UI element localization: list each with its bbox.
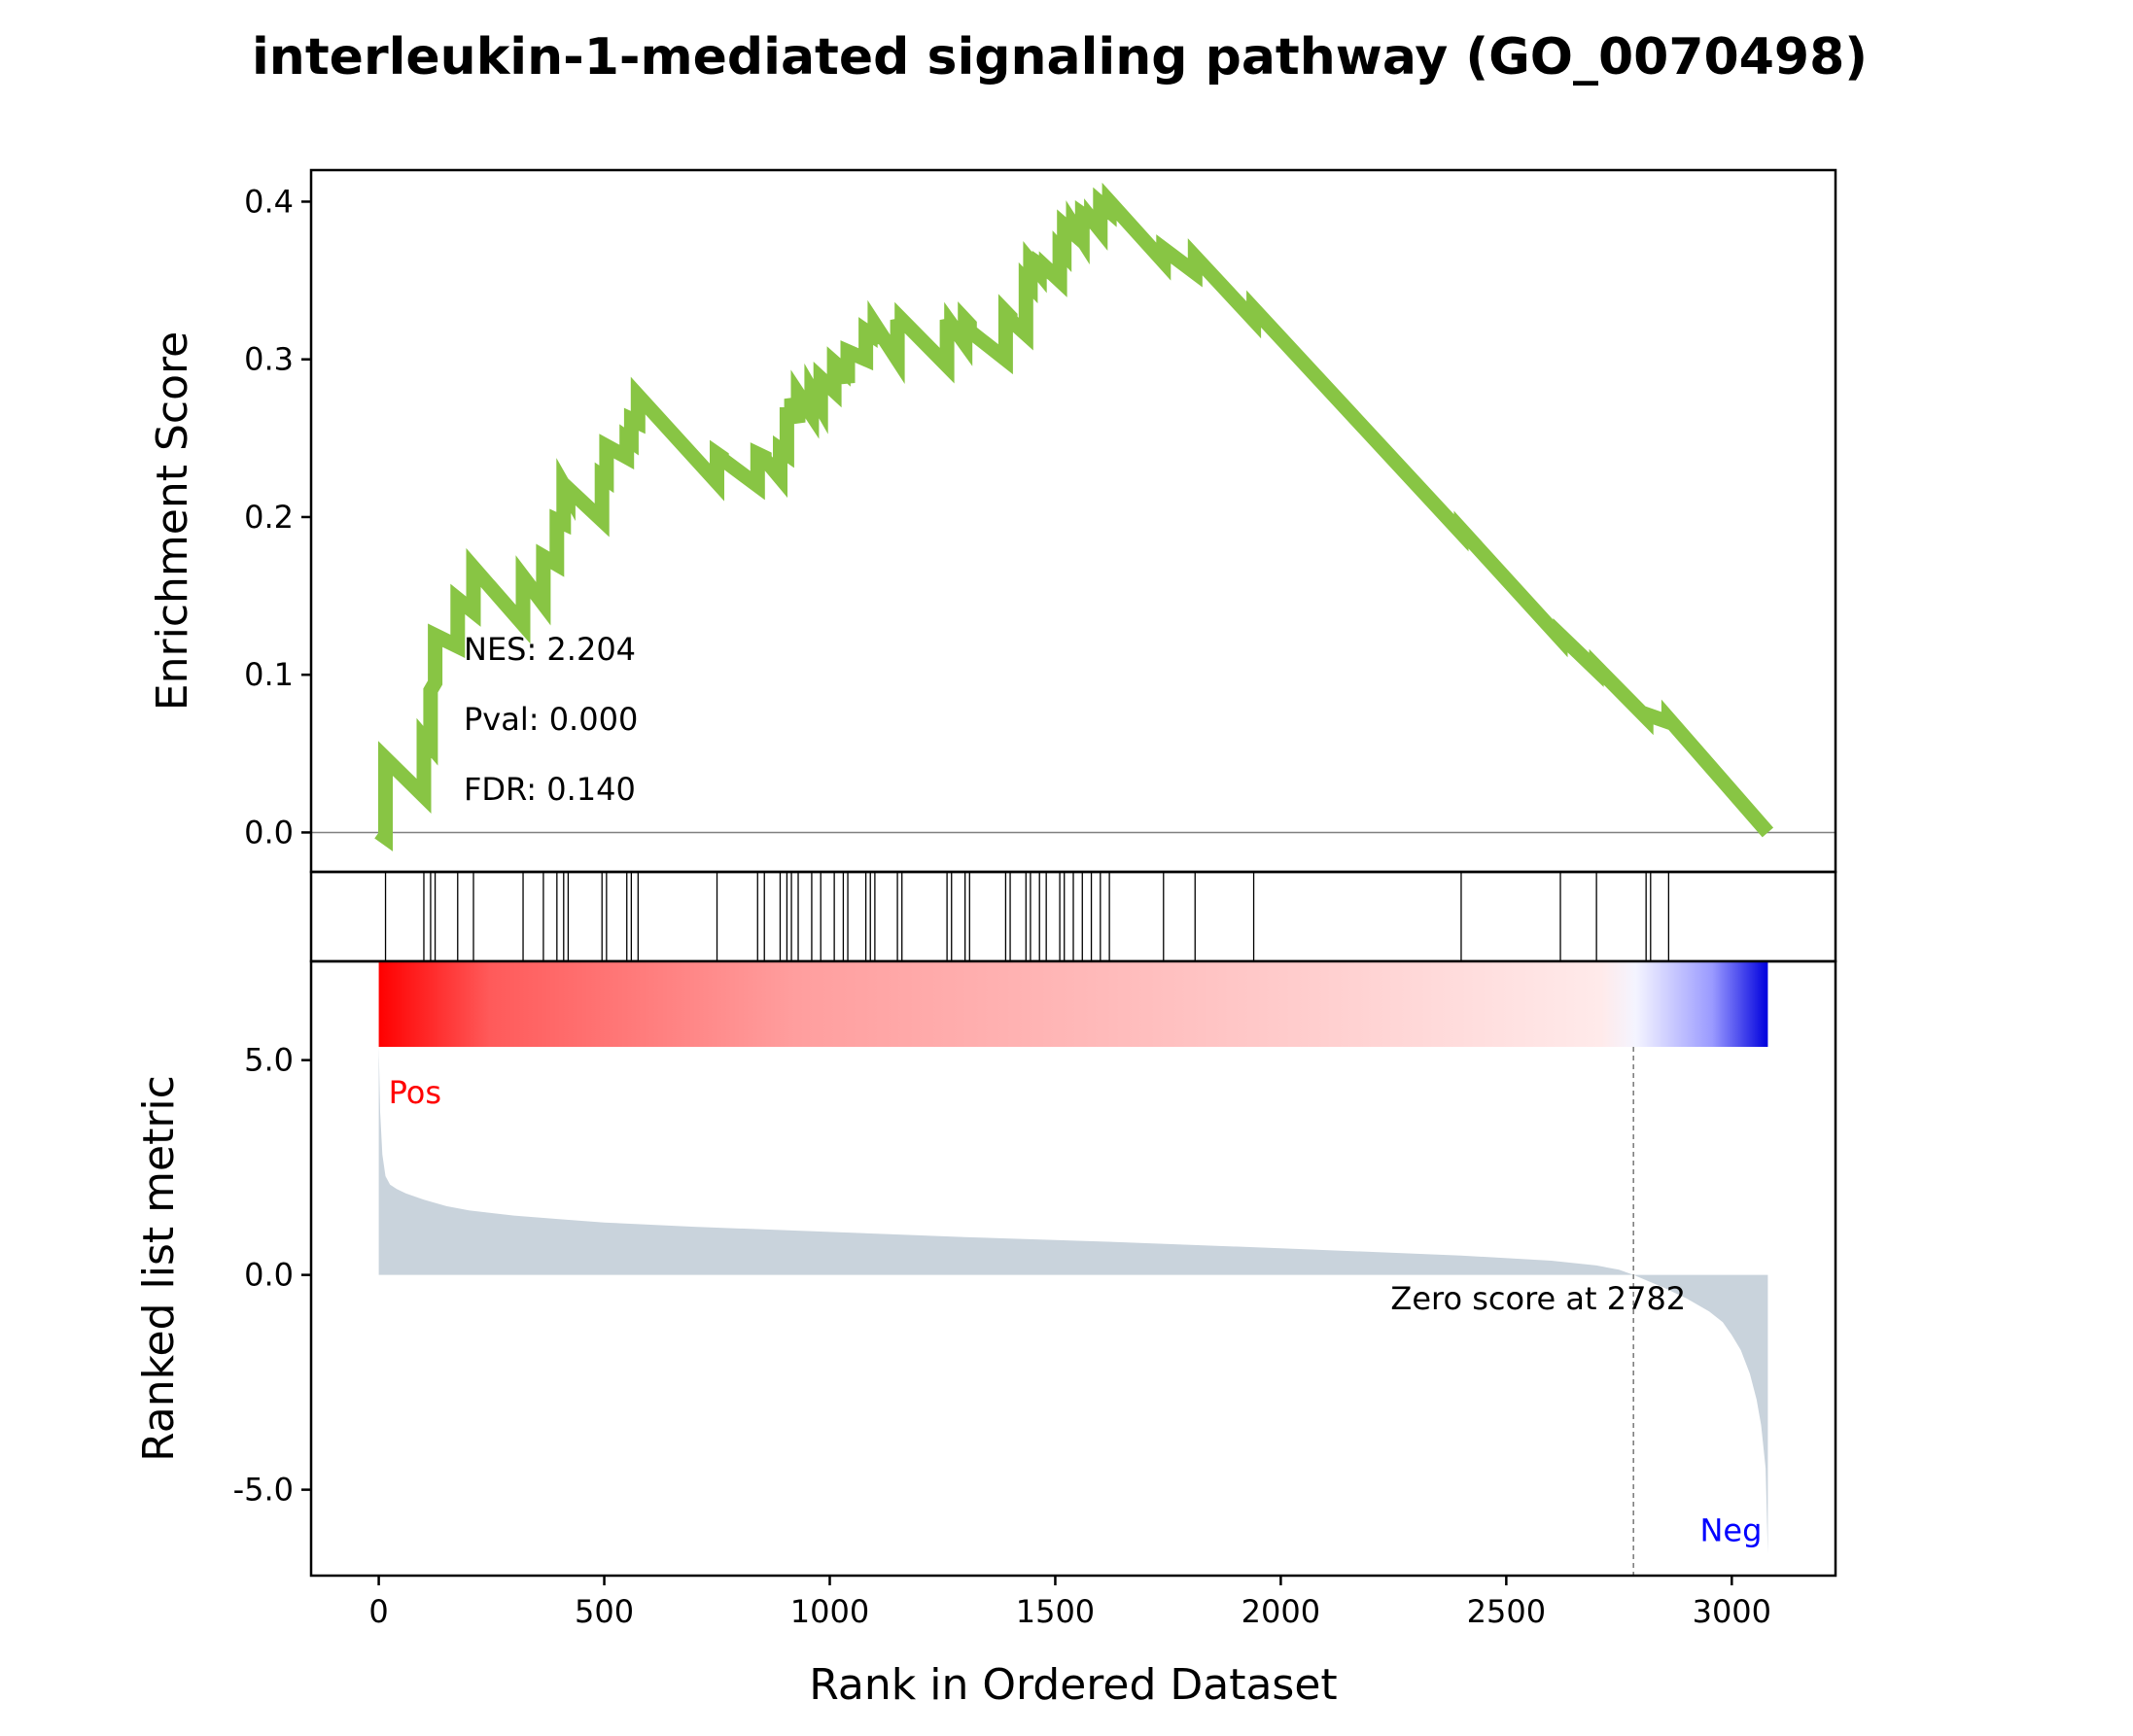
pos-label: Pos [389, 1074, 441, 1111]
es-y-tick-label: 0.2 [244, 499, 294, 536]
x-tick-label: 3000 [1693, 1593, 1771, 1630]
metric-y-tick-label: -5.0 [233, 1472, 294, 1509]
x-tick-label: 1500 [1016, 1593, 1095, 1630]
es-y-tick-label: 0.0 [244, 814, 294, 851]
metric-x-ticks: 0 500 1000 1500 2000 2500 3000 [368, 1576, 1771, 1630]
es-frame [309, 168, 1837, 874]
neg-label: Neg [1699, 1512, 1762, 1549]
zero-score-annotation: Zero score at 2782 [1390, 1280, 1686, 1317]
metric-y-tick-label: 5.0 [244, 1042, 294, 1079]
ranked-metric-panel: Pos Neg Zero score at 2782 5.0 0.0 -5.0 0 5… [134, 959, 1837, 1710]
x-tick-label: 2500 [1467, 1593, 1546, 1630]
pval-annotation: Pval: 0.000 [464, 701, 638, 738]
x-tick-label: 1000 [790, 1593, 869, 1630]
es-y-ticks: 0.0 0.1 0.2 0.3 0.4 [244, 183, 311, 851]
metric-y-tick-label: 0.0 [244, 1257, 294, 1294]
es-y-tick-label: 0.4 [244, 183, 294, 220]
metric-frame [309, 959, 1837, 1578]
es-series-line [374, 182, 1774, 851]
hit-marks [384, 872, 1670, 961]
nes-annotation: NES: 2.204 [464, 631, 636, 668]
fdr-annotation: FDR: 0.140 [464, 771, 636, 808]
rank-color-bar [378, 961, 1768, 1047]
metric-y-axis-label: Ranked list metric [134, 1075, 184, 1462]
x-tick-label: 2000 [1241, 1593, 1320, 1630]
es-y-tick-label: 0.1 [244, 656, 294, 693]
x-tick-label: 500 [575, 1593, 634, 1630]
es-y-tick-label: 0.3 [244, 341, 294, 378]
gene-set-hits-panel [309, 870, 1837, 963]
metric-y-ticks: 5.0 0.0 -5.0 [233, 1042, 311, 1509]
x-tick-label: 0 [368, 1593, 388, 1630]
es-y-axis-label: Enrichment Score [148, 331, 197, 711]
x-axis-label: Rank in Ordered Dataset [809, 1660, 1337, 1710]
chart-title: interleukin-1-mediated signaling pathway… [252, 28, 1868, 87]
enrichment-score-panel: 0.0 0.1 0.2 0.3 0.4 NES: 2.204 Pval: 0.000 F… [148, 168, 1837, 874]
